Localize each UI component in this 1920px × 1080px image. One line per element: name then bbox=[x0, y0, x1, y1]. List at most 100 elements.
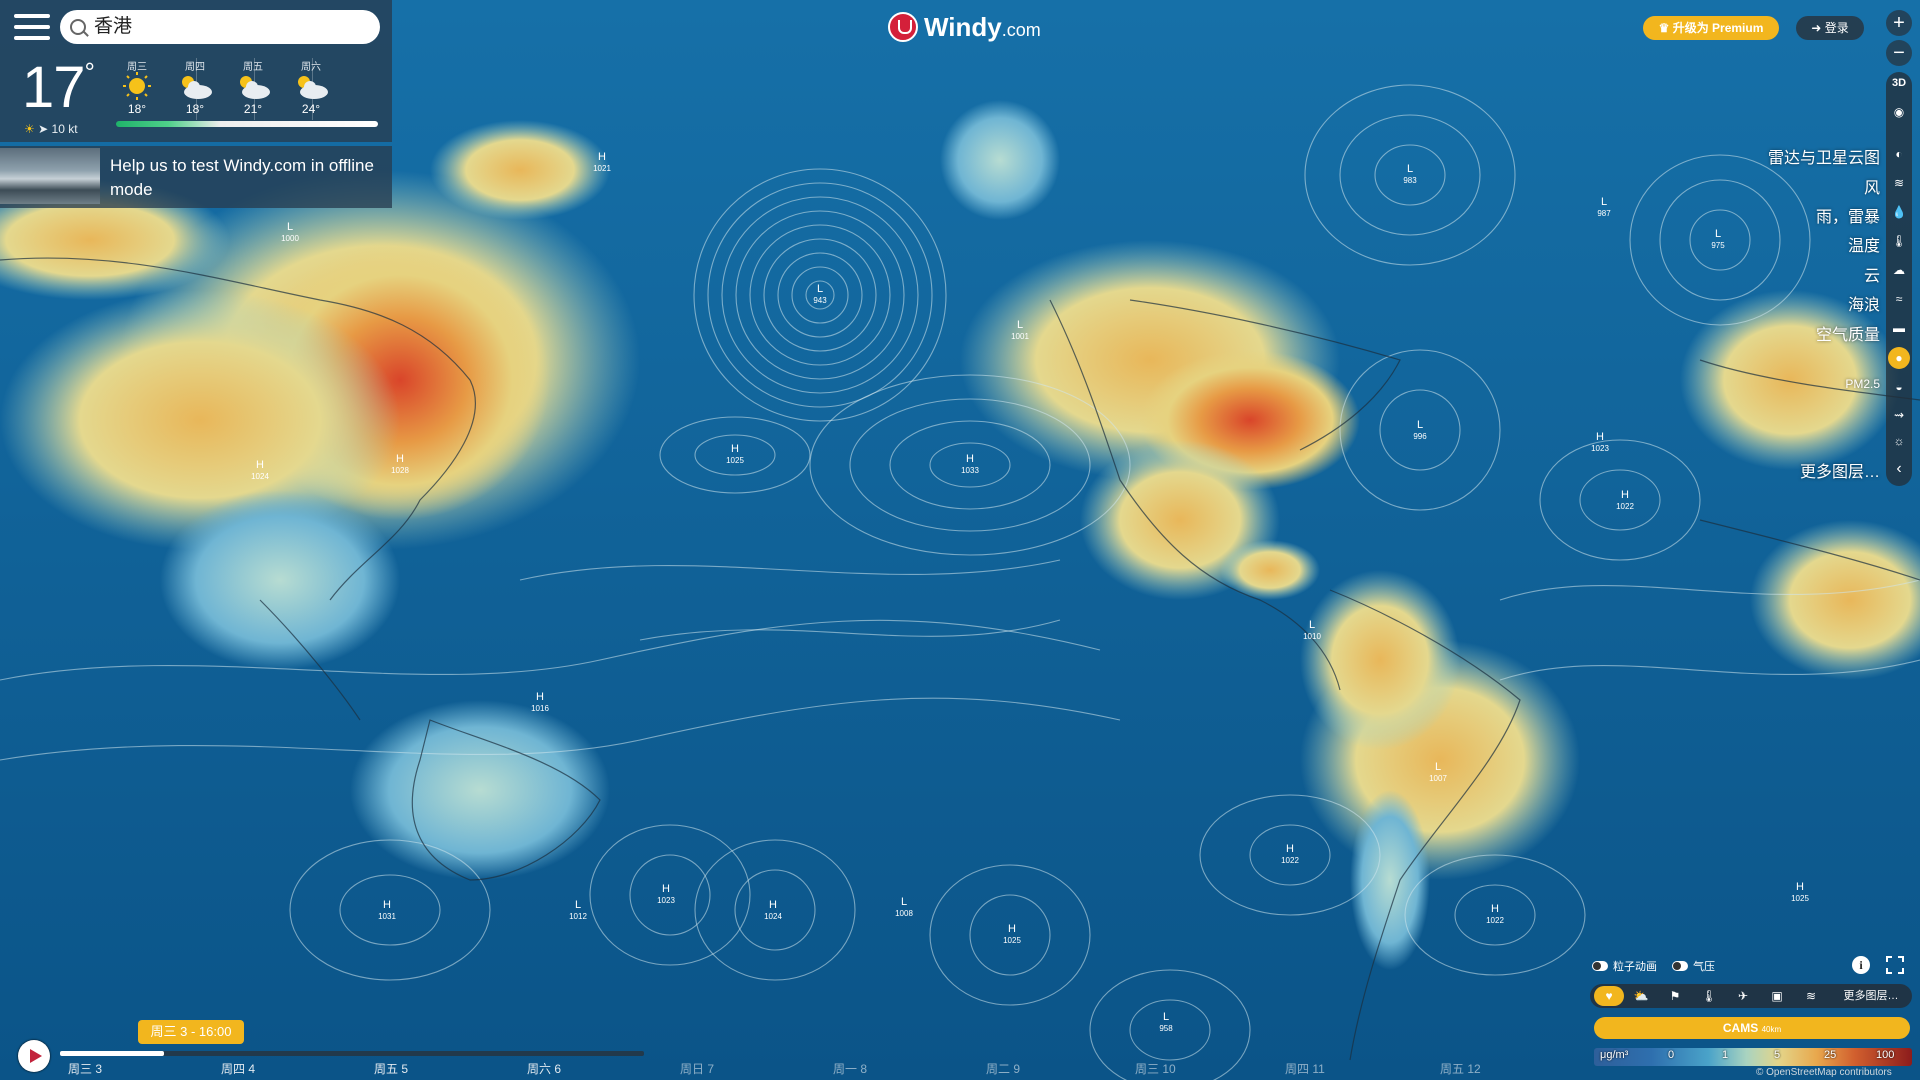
zoom-in-button[interactable]: + bbox=[1886, 10, 1912, 36]
layer-label-air-quality[interactable]: 空气质量 bbox=[1815, 327, 1880, 344]
pressure-center-type: L bbox=[287, 221, 293, 233]
forecast-day: 周五 bbox=[243, 62, 263, 73]
layer-label-wind[interactable]: 风 bbox=[1863, 180, 1880, 197]
layer-icon[interactable]: ⇝ bbox=[1893, 408, 1905, 422]
premium-button[interactable]: ♛ 升级为 Premium bbox=[1643, 16, 1779, 40]
quick-layer-bar bbox=[1590, 984, 1912, 1008]
pressure-center-value: 1000 bbox=[281, 234, 299, 243]
location-icon[interactable]: ◉ bbox=[1893, 105, 1905, 119]
pressure-center-value: 1022 bbox=[1616, 502, 1634, 511]
pressure-center-value: 1033 bbox=[961, 466, 979, 475]
layer-label-pm25[interactable]: PM2.5 bbox=[1845, 377, 1880, 391]
thermometer-icon[interactable]: 🌡 bbox=[1891, 234, 1907, 248]
pressure-center-type: L bbox=[901, 896, 907, 908]
logo-text: Windy.com bbox=[924, 11, 1041, 42]
model-selector[interactable]: CAMS 40km bbox=[1594, 1017, 1910, 1039]
timeline-day[interactable]: 周三 10 bbox=[1135, 1062, 1176, 1076]
pm25-icon[interactable]: ● bbox=[1888, 347, 1910, 369]
layer-label-radar[interactable]: 雷达与卫星云图 bbox=[1767, 150, 1880, 167]
pressure-center-value: 1025 bbox=[1003, 936, 1021, 945]
pressure-center-value: 1012 bbox=[569, 912, 587, 921]
partly-cloudy-icon bbox=[240, 76, 270, 99]
pressure-center-type: L bbox=[1407, 163, 1413, 175]
menu-icon[interactable] bbox=[14, 14, 50, 42]
pressure-toggle[interactable]: 气压 bbox=[1672, 958, 1715, 974]
flag-icon[interactable]: ⚑ bbox=[1669, 989, 1681, 1003]
pressure-center-type: H bbox=[1286, 843, 1294, 855]
heart-icon[interactable]: ♥ bbox=[1594, 986, 1624, 1006]
cloud-icon[interactable]: ☁ bbox=[1893, 263, 1905, 277]
timeline-day[interactable]: 周五 12 bbox=[1440, 1062, 1481, 1076]
pressure-center-type: H bbox=[1621, 489, 1629, 501]
timeline-day[interactable]: 周一 8 bbox=[833, 1062, 868, 1076]
login-icon: ➜ bbox=[1811, 21, 1825, 35]
layer-label-rain[interactable]: 雨，雷暴 bbox=[1815, 209, 1880, 226]
search-input[interactable]: 香港 bbox=[60, 10, 380, 44]
timeline-track[interactable] bbox=[60, 1051, 644, 1056]
mode-3d-button[interactable]: 3D bbox=[1891, 77, 1907, 89]
waves-icon[interactable]: ≈ bbox=[1895, 292, 1903, 306]
forecast-day: 周四 bbox=[185, 62, 205, 73]
pressure-center-value: 1010 bbox=[1303, 632, 1321, 641]
search-icon bbox=[70, 19, 86, 35]
pressure-center-value: 943 bbox=[813, 296, 827, 305]
pressure-center-type: H bbox=[662, 883, 670, 895]
login-button[interactable]: ➜ 登录 bbox=[1796, 16, 1864, 40]
windy-logo-icon bbox=[888, 12, 918, 42]
more-layers-button[interactable]: 更多图层… bbox=[1843, 990, 1899, 1002]
wind-icon[interactable]: ≋ bbox=[1893, 176, 1905, 190]
fullscreen-icon[interactable] bbox=[1885, 955, 1905, 975]
layer-icon[interactable]: ☼ bbox=[1893, 434, 1905, 448]
partly-cloudy-icon bbox=[298, 76, 328, 99]
chevron-left-icon[interactable]: ‹ bbox=[1896, 460, 1902, 477]
current-temperature[interactable]: 17° bbox=[22, 55, 95, 120]
pressure-center-type: L bbox=[1417, 419, 1423, 431]
toggle-switch bbox=[1672, 961, 1688, 971]
pressure-center-value: 1022 bbox=[1486, 916, 1504, 925]
pressure-center-type: H bbox=[1596, 431, 1604, 443]
timeline-day[interactable]: 周五 5 bbox=[374, 1062, 409, 1076]
layer-label-temp[interactable]: 温度 bbox=[1847, 238, 1880, 255]
particles-toggle[interactable]: 粒子动画 bbox=[1592, 958, 1657, 974]
pressure-center-value: 958 bbox=[1159, 1024, 1173, 1033]
radar-icon[interactable]: ◐ bbox=[1895, 147, 1903, 161]
timeline-day[interactable]: 周四 4 bbox=[221, 1062, 256, 1076]
timeline-day[interactable]: 周日 7 bbox=[680, 1062, 715, 1076]
pressure-center-type: H bbox=[598, 151, 606, 163]
pressure-center-type: H bbox=[1796, 881, 1804, 893]
timeline-day[interactable]: 周三 3 bbox=[68, 1062, 103, 1076]
timeline-day[interactable]: 周四 11 bbox=[1285, 1062, 1325, 1076]
zoom-out-button[interactable]: − bbox=[1886, 40, 1912, 66]
sun-cloud-icon[interactable]: ⛅ bbox=[1633, 989, 1649, 1003]
timeline-current-time[interactable]: 周三 3 - 16:00 bbox=[138, 1020, 244, 1044]
layer-label-more[interactable]: 更多图层… bbox=[1799, 464, 1880, 481]
offline-promo-banner[interactable]: Help us to test Windy.com in offline mod… bbox=[0, 146, 392, 208]
thermometer-icon[interactable]: 🌡 bbox=[1701, 989, 1717, 1003]
color-legend[interactable] bbox=[1594, 1048, 1912, 1066]
search-value: 香港 bbox=[94, 16, 133, 37]
pressure-center-type: H bbox=[1008, 923, 1016, 935]
car-icon[interactable]: ▬ bbox=[1893, 321, 1905, 335]
windy-logo[interactable]: Windy.com bbox=[888, 9, 1041, 45]
timeline-day[interactable]: 周六 6 bbox=[527, 1062, 562, 1076]
rain-icon[interactable]: 💧 bbox=[1891, 205, 1907, 219]
pressure-center-type: L bbox=[1309, 619, 1315, 631]
pressure-center-value: 1025 bbox=[726, 456, 744, 465]
camera-icon[interactable]: ▣ bbox=[1771, 989, 1783, 1003]
timeline-day[interactable]: 周二 9 bbox=[986, 1062, 1021, 1076]
pressure-center-value: 1025 bbox=[1791, 894, 1809, 903]
wind-icon[interactable]: ≋ bbox=[1805, 989, 1817, 1003]
attribution[interactable]: © OpenStreetMap contributors bbox=[1756, 1067, 1892, 1078]
layer-icon[interactable]: ◒ bbox=[1895, 380, 1903, 394]
layer-label-waves[interactable]: 海浪 bbox=[1847, 297, 1880, 314]
layer-label-clouds[interactable]: 云 bbox=[1863, 268, 1880, 285]
pressure-center-type: L bbox=[575, 899, 581, 911]
play-button[interactable] bbox=[18, 1040, 50, 1072]
pressure-center-value: 996 bbox=[1413, 432, 1427, 441]
info-icon[interactable]: i bbox=[1852, 956, 1870, 974]
plane-icon[interactable]: ✈ bbox=[1737, 989, 1749, 1003]
pressure-center-type: H bbox=[396, 453, 404, 465]
current-weather-panel: 香港 17° ☀ ➤ 10 kt 周三 周四 周五 周六 18° 18° 21°… bbox=[0, 0, 392, 142]
